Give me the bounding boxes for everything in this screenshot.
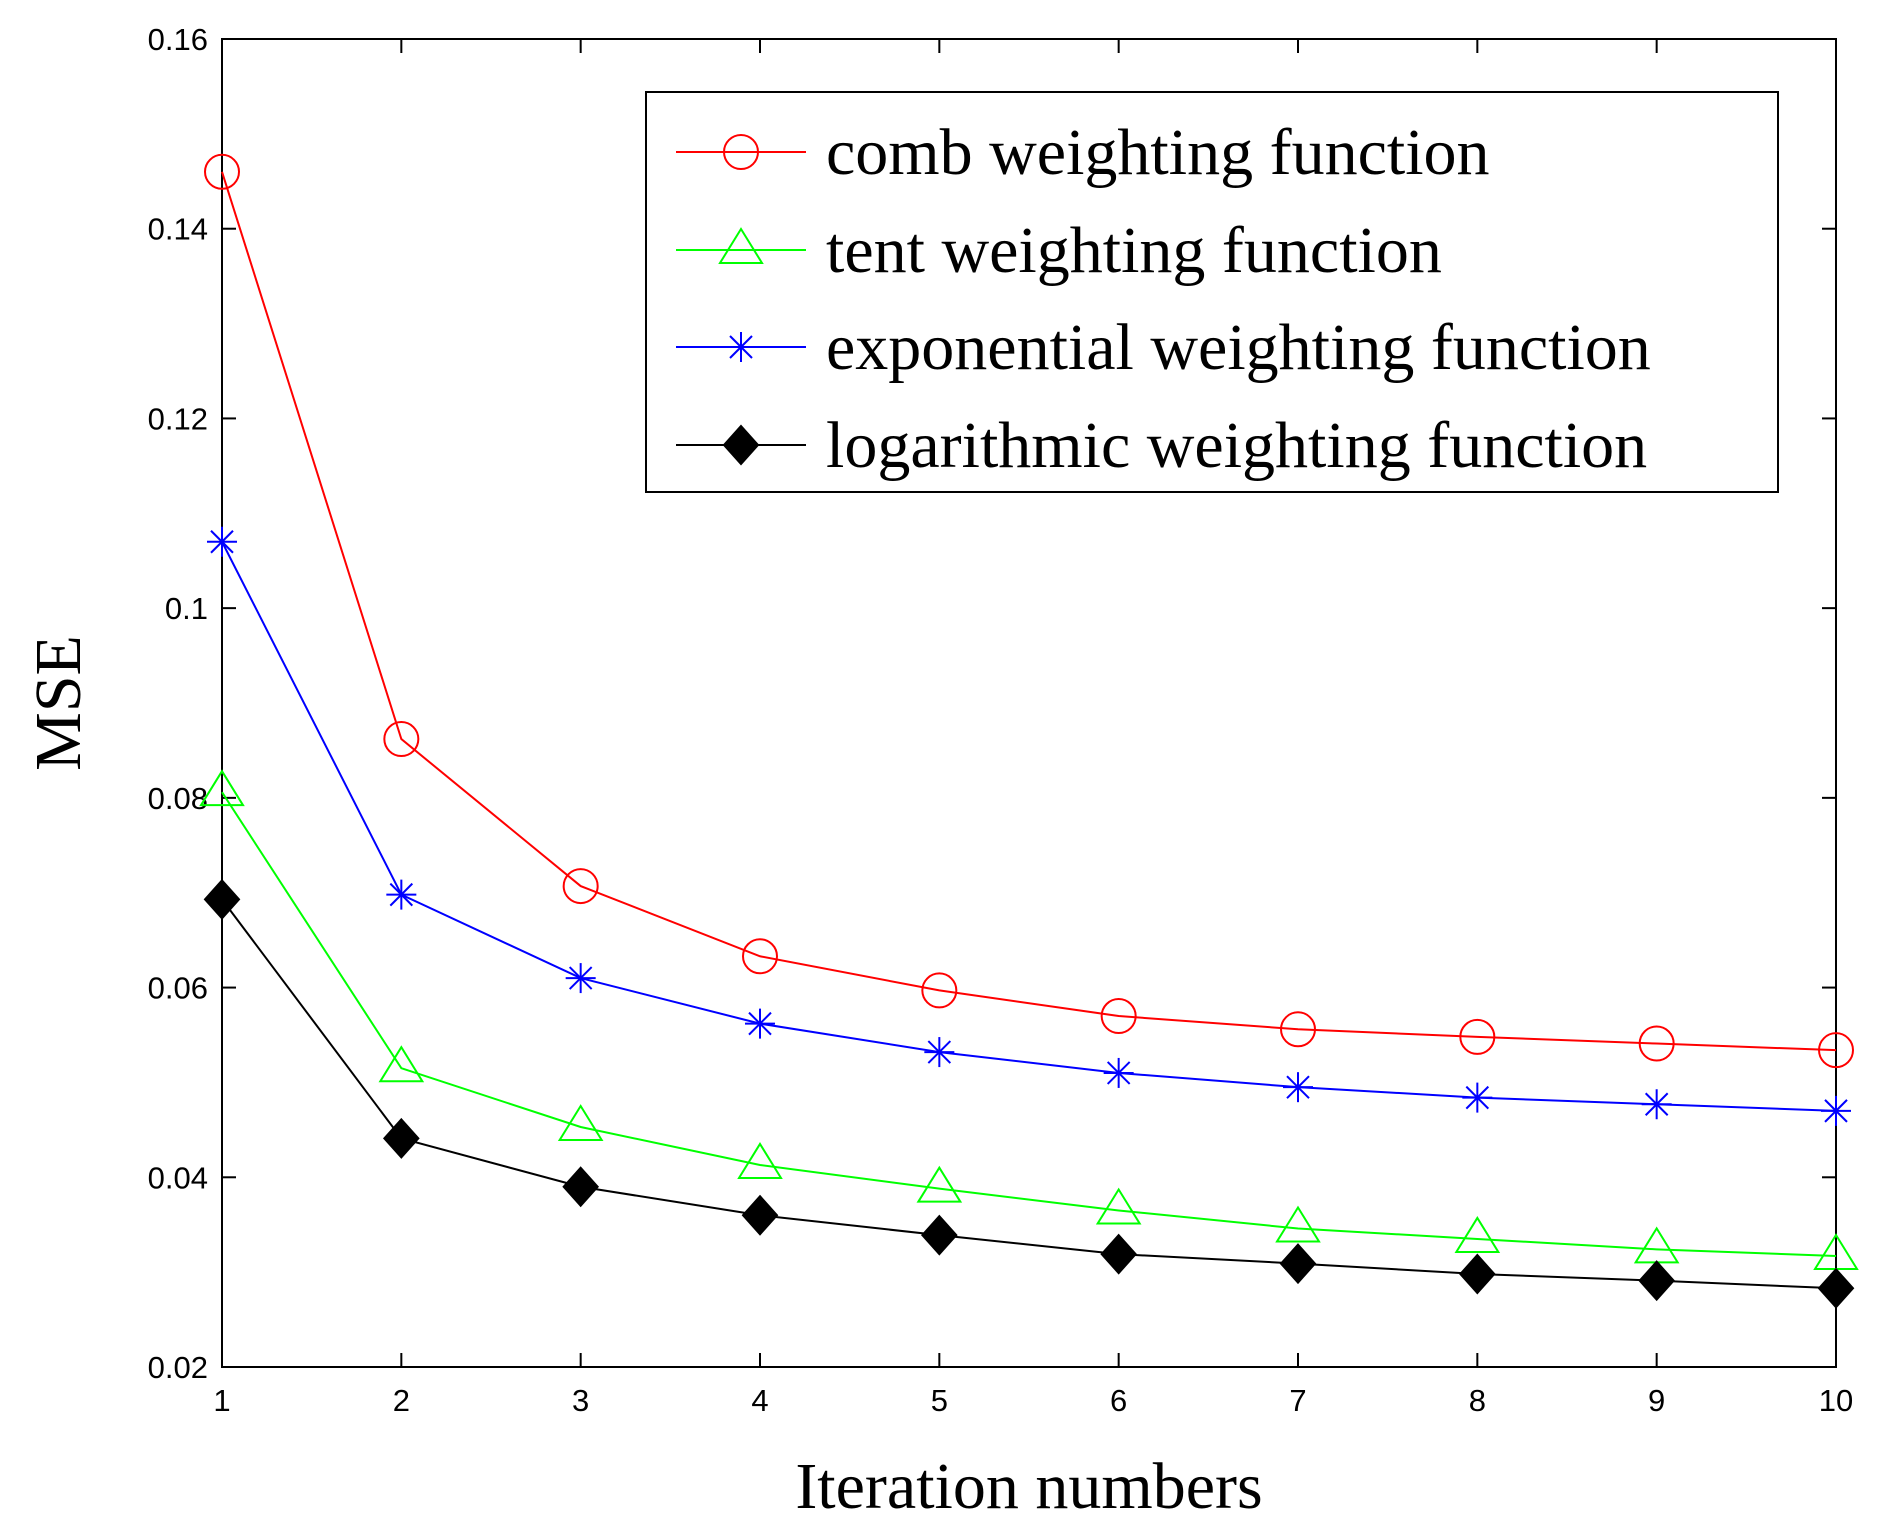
legend-marker-3 bbox=[722, 424, 760, 466]
data-point-series-2 bbox=[924, 1037, 955, 1068]
legend: comb weighting function tent weighting fu… bbox=[645, 91, 1779, 493]
data-point-series-3 bbox=[1458, 1253, 1496, 1295]
data-point-series-2 bbox=[1283, 1072, 1313, 1103]
y-tick-label: 0.14 bbox=[148, 212, 208, 247]
data-point-series-0 bbox=[204, 153, 240, 190]
x-tick-label: 4 bbox=[751, 1383, 768, 1418]
x-tick-label: 8 bbox=[1469, 1383, 1486, 1418]
data-point-series-0 bbox=[1818, 1032, 1854, 1069]
data-point-series-2 bbox=[1641, 1089, 1672, 1120]
data-point-series-1 bbox=[1275, 1205, 1321, 1243]
legend-marker-2 bbox=[726, 332, 756, 362]
data-point-series-0 bbox=[1638, 1025, 1675, 1062]
y-tick-label: 0.12 bbox=[148, 401, 208, 436]
data-point-series-3 bbox=[1100, 1233, 1138, 1275]
data-point-series-2 bbox=[1462, 1082, 1493, 1113]
series-lines bbox=[221, 171, 1837, 1290]
y-tick-label: 0.1 bbox=[165, 591, 208, 626]
data-point-series-3 bbox=[382, 1117, 420, 1159]
y-tick-label: 0.16 bbox=[148, 22, 208, 57]
legend-label-1: tent weighting function bbox=[826, 214, 1442, 287]
legend-items: comb weighting function tent weighting fu… bbox=[676, 116, 1651, 482]
legend-marker-0 bbox=[723, 134, 759, 170]
data-point-series-1 bbox=[557, 1104, 604, 1142]
data-point-series-3 bbox=[1638, 1260, 1676, 1302]
x-tick-label: 5 bbox=[931, 1383, 948, 1418]
data-point-series-2 bbox=[565, 963, 596, 994]
series-line-0 bbox=[221, 171, 1837, 1052]
data-point-series-2 bbox=[386, 879, 417, 910]
data-point-series-0 bbox=[921, 972, 958, 1009]
data-point-series-2 bbox=[207, 526, 237, 557]
x-tick-label: 7 bbox=[1289, 1383, 1306, 1418]
data-point-series-0 bbox=[383, 721, 420, 758]
legend-label-2: exponential weighting function bbox=[826, 311, 1651, 384]
data-point-series-0 bbox=[562, 868, 599, 905]
data-point-series-0 bbox=[1100, 998, 1137, 1035]
data-point-series-1 bbox=[1095, 1187, 1142, 1225]
data-point-series-1 bbox=[737, 1142, 783, 1179]
series-line-1 bbox=[221, 791, 1837, 1258]
x-axis-title: Iteration numbers bbox=[795, 1450, 1262, 1523]
x-tick-label: 10 bbox=[1819, 1383, 1853, 1418]
data-point-series-2 bbox=[745, 1008, 775, 1039]
data-point-series-0 bbox=[1280, 1011, 1316, 1048]
data-point-series-1 bbox=[916, 1165, 963, 1203]
data-point-series-1 bbox=[378, 1045, 425, 1083]
data-point-series-1 bbox=[199, 769, 245, 807]
x-tick-label: 3 bbox=[572, 1383, 589, 1418]
data-point-series-1 bbox=[1454, 1216, 1501, 1253]
series-markers bbox=[199, 153, 1859, 1309]
x-tick-label: 2 bbox=[393, 1383, 410, 1418]
legend-marker-1 bbox=[718, 227, 764, 264]
y-tick-label: 0.08 bbox=[148, 781, 208, 816]
data-point-series-0 bbox=[742, 938, 778, 975]
data-point-series-2 bbox=[1103, 1057, 1134, 1088]
x-tick-label: 1 bbox=[213, 1383, 230, 1418]
y-axis-title: MSE bbox=[22, 635, 95, 771]
data-point-series-3 bbox=[562, 1166, 600, 1208]
y-tick-label: 0.04 bbox=[148, 1160, 208, 1195]
legend-label-3: logarithmic weighting function bbox=[826, 409, 1647, 482]
series-line-3 bbox=[221, 898, 1837, 1290]
series-line-2 bbox=[221, 541, 1837, 1112]
data-point-series-2 bbox=[1821, 1095, 1851, 1126]
axis-ticks bbox=[221, 38, 1837, 1368]
legend-label-0: comb weighting function bbox=[826, 116, 1490, 189]
data-point-series-3 bbox=[1279, 1243, 1317, 1285]
y-tick-labels: 0.02 0.04 0.06 0.08 0.1 0.12 0.14 0.16 bbox=[148, 22, 208, 1385]
x-tick-labels: 1 2 3 4 5 6 7 8 9 10 bbox=[213, 1383, 1853, 1418]
data-point-series-3 bbox=[741, 1194, 779, 1236]
legend-box bbox=[645, 91, 1779, 493]
data-point-series-0 bbox=[1459, 1018, 1496, 1055]
x-tick-label: 9 bbox=[1648, 1383, 1665, 1418]
x-tick-label: 6 bbox=[1110, 1383, 1127, 1418]
y-tick-label: 0.02 bbox=[148, 1350, 208, 1385]
data-point-series-3 bbox=[920, 1214, 958, 1256]
data-point-series-3 bbox=[1817, 1267, 1855, 1309]
y-tick-label: 0.06 bbox=[148, 971, 208, 1006]
data-point-series-3 bbox=[203, 878, 241, 920]
